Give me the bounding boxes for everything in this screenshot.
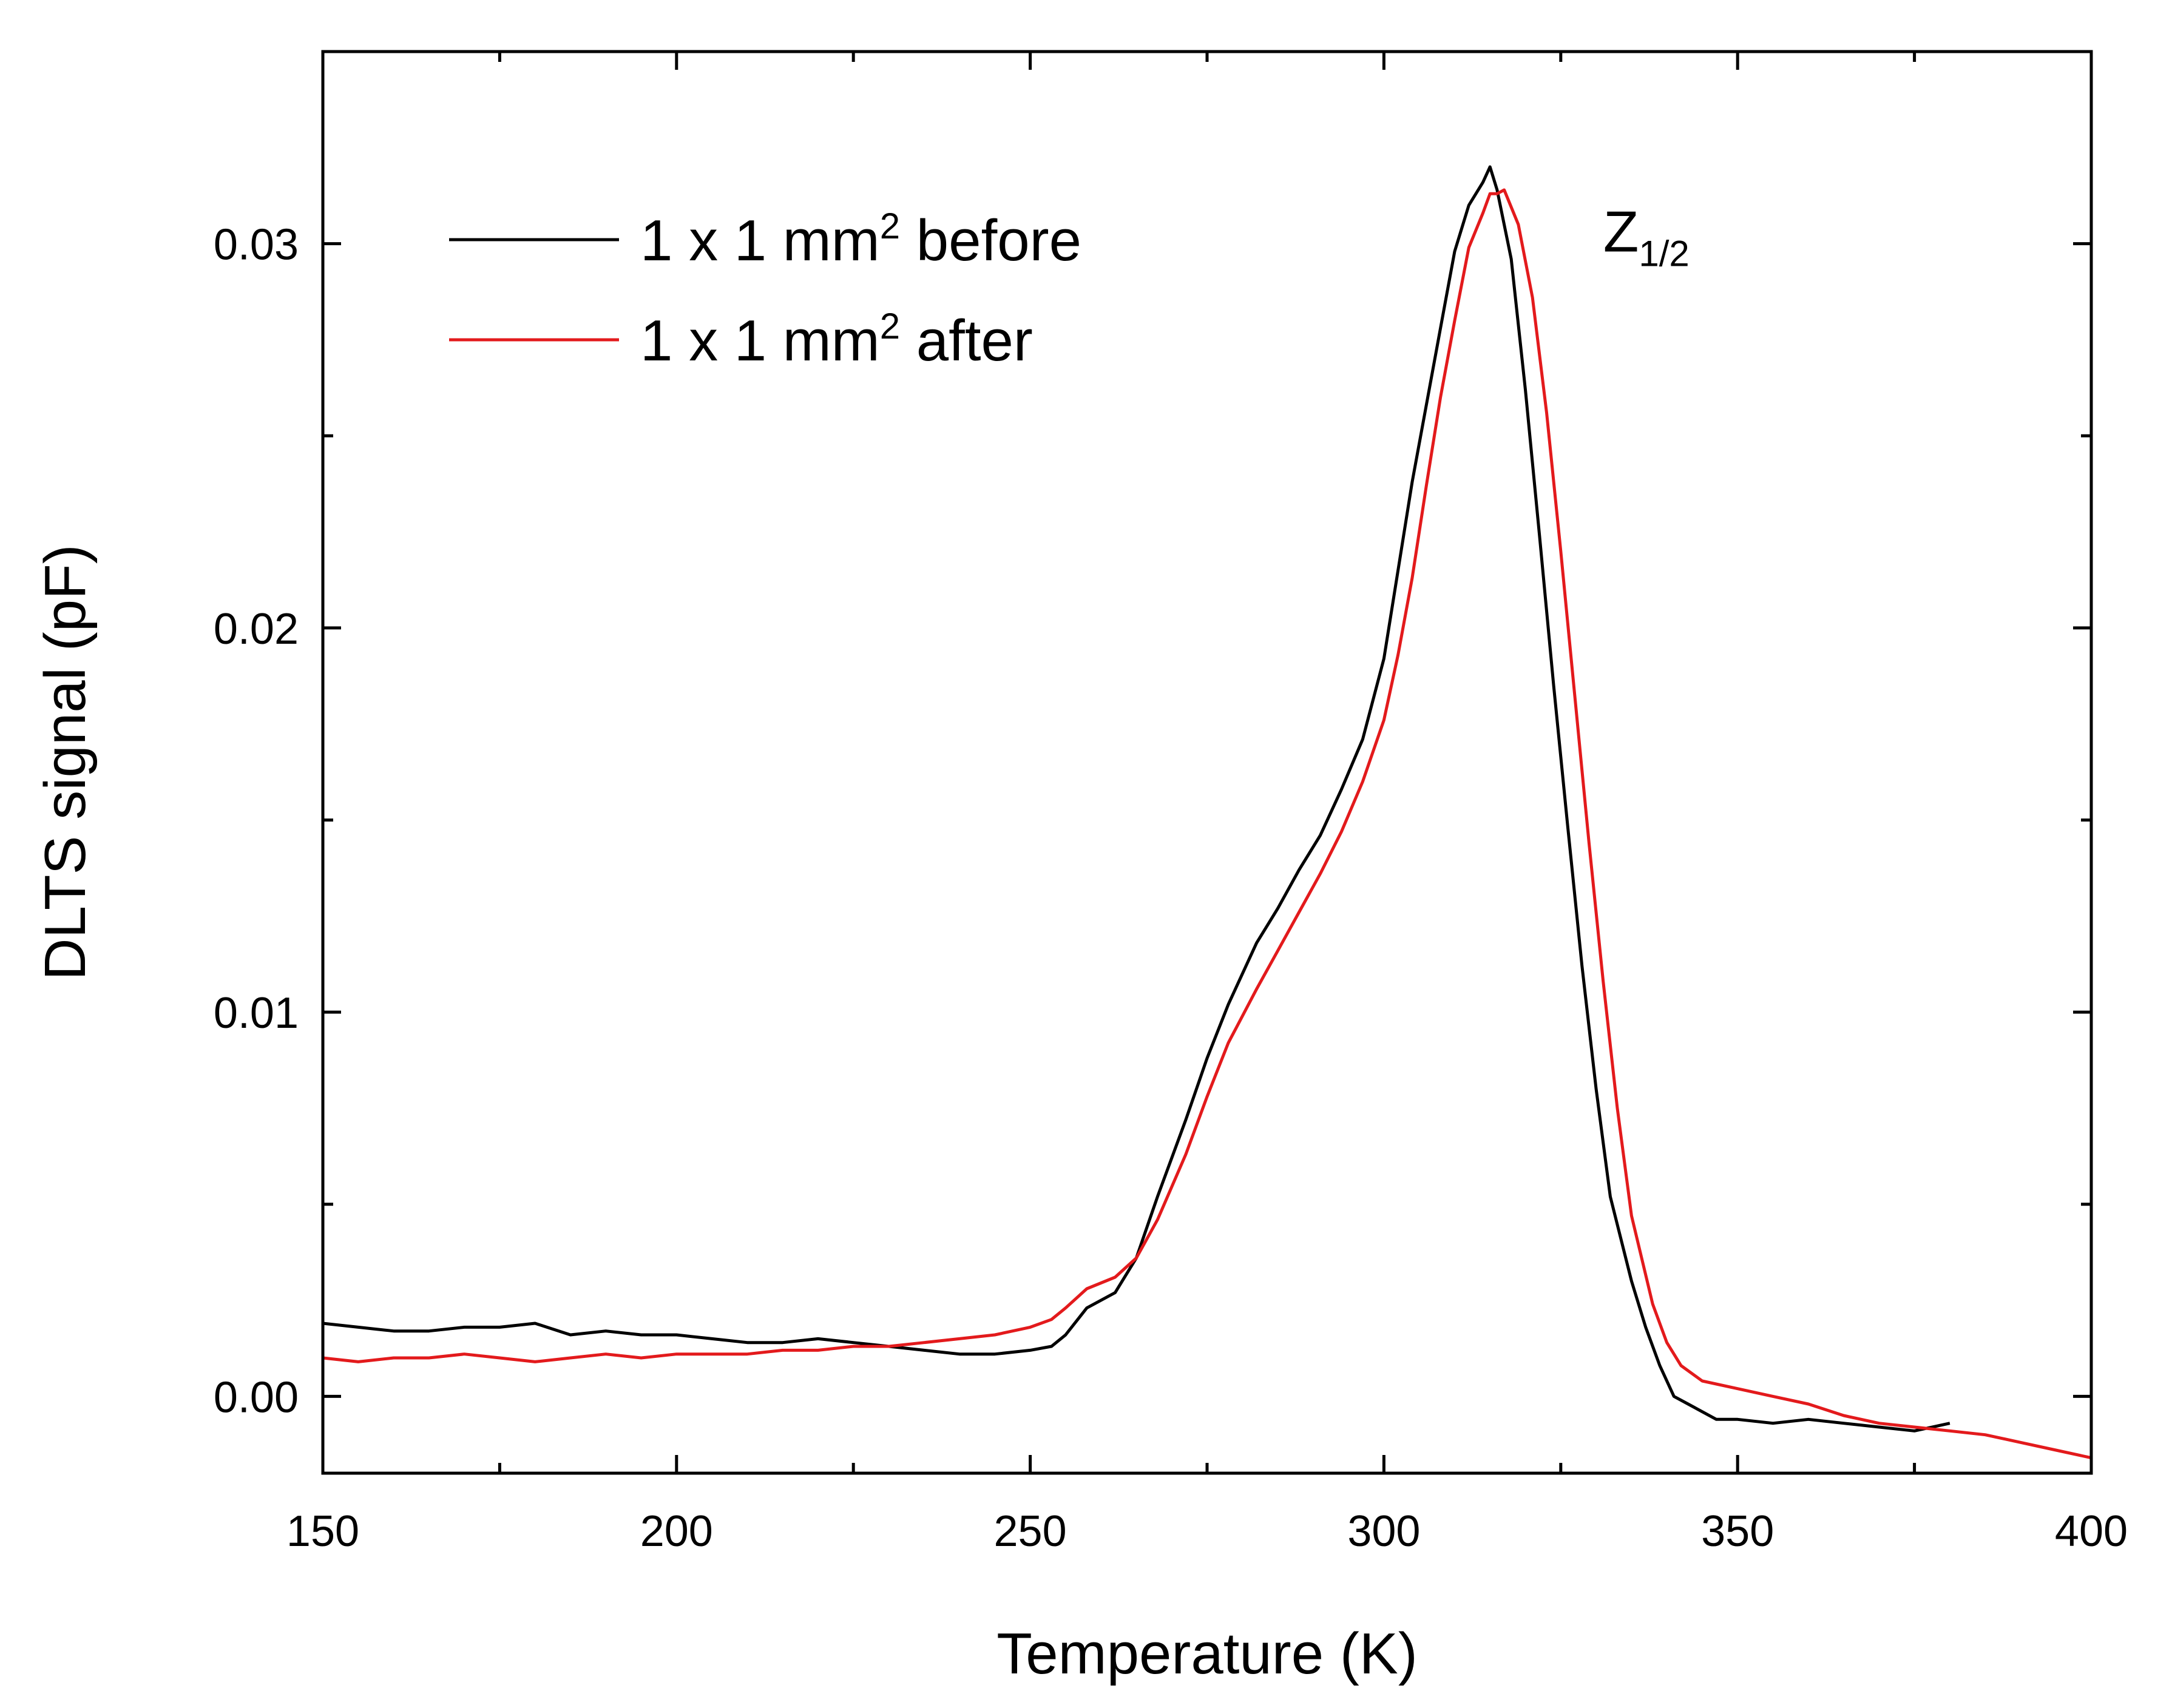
legend-label-before: 1 x 1 mm2 before (640, 206, 1081, 273)
x-tick-label: 400 (2055, 1507, 2128, 1556)
y-tick-label: 0.00 (214, 1373, 299, 1422)
x-tick-label: 150 (286, 1507, 359, 1556)
y-tick-label: 0.02 (214, 605, 299, 653)
legend-label-before-rest: before (900, 208, 1081, 273)
y-tick-label: 0.01 (214, 989, 299, 1038)
legend: 1 x 1 mm2 before 1 x 1 mm2 after (449, 206, 1081, 373)
legend-label-after-sup: 2 (880, 306, 900, 346)
y-tick-label: 0.03 (214, 221, 299, 269)
peak-annotation-z12: Z1/2 (1603, 199, 1690, 274)
legend-label-after: 1 x 1 mm2 after (640, 306, 1033, 373)
legend-label-after-base: 1 x 1 mm (640, 308, 880, 373)
x-axis-title: Temperature (K) (996, 1621, 1418, 1686)
legend-label-before-base: 1 x 1 mm (640, 208, 880, 273)
ticks-layer: 150 200 250 300 350 400 0.00 0.01 0.02 0.03 (214, 50, 2128, 1556)
series-line-before (322, 165, 1950, 1433)
y-axis-title: DLTS signal (pF) (33, 544, 98, 980)
x-tick-label: 200 (640, 1507, 713, 1556)
peak-annotation-base: Z (1603, 199, 1639, 264)
series-line-after (322, 188, 2092, 1460)
legend-label-before-sup: 2 (880, 206, 900, 246)
x-tick-label: 300 (1347, 1507, 1420, 1556)
x-tick-label: 350 (1701, 1507, 1774, 1556)
x-tick-label: 250 (994, 1507, 1067, 1556)
peak-annotation-sub: 1/2 (1639, 233, 1689, 274)
legend-label-after-rest: after (900, 308, 1033, 373)
series-layer (322, 165, 2092, 1460)
